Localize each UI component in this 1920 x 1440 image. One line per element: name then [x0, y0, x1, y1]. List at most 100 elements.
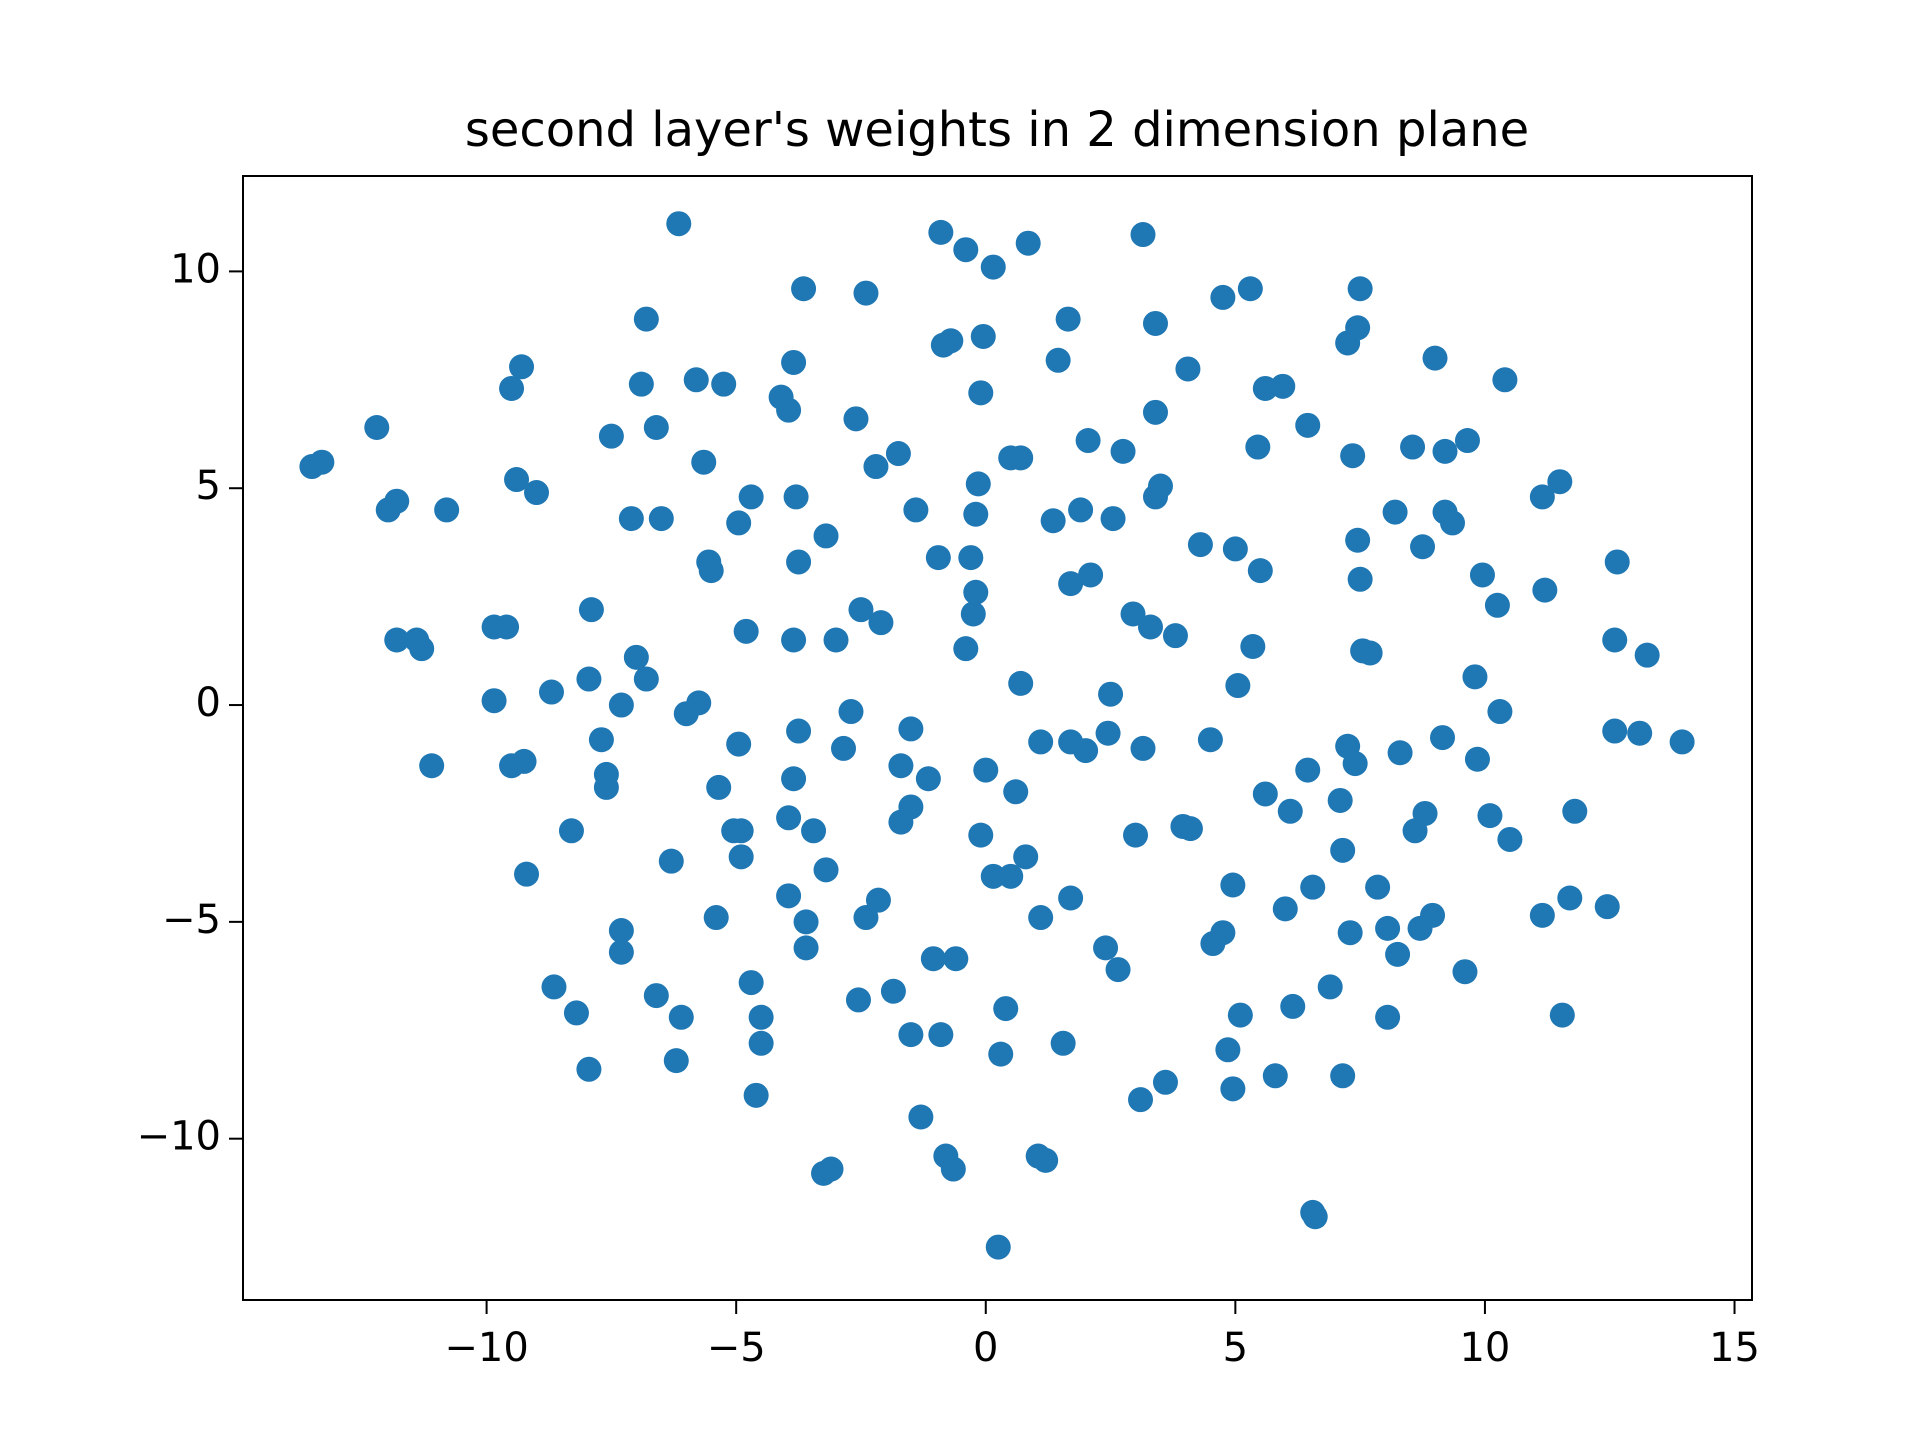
- scatter-point: [1130, 222, 1156, 248]
- scatter-point: [1452, 959, 1478, 985]
- scatter-point: [791, 276, 817, 302]
- scatter-point: [1045, 347, 1071, 373]
- scatter-point: [748, 1030, 774, 1056]
- scatter-point: [963, 579, 989, 605]
- scatter-point: [1594, 894, 1620, 920]
- scatter-point: [786, 718, 812, 744]
- scatter-point: [598, 423, 624, 449]
- scatter-point: [853, 905, 879, 931]
- scatter-point: [481, 688, 507, 714]
- scatter-point: [1015, 230, 1041, 256]
- scatter-point: [1033, 1147, 1059, 1173]
- scatter-point: [1093, 935, 1119, 961]
- scatter-point: [1487, 699, 1513, 725]
- scatter-point: [898, 716, 924, 742]
- scatter-point: [801, 818, 827, 844]
- scatter-point: [968, 822, 994, 848]
- scatter-point: [1484, 592, 1510, 618]
- scatter-point: [1187, 532, 1213, 558]
- scatter-point: [1227, 1002, 1253, 1028]
- scatter-point: [1280, 993, 1306, 1019]
- scatter-point: [985, 1234, 1011, 1260]
- scatter-point: [1469, 562, 1495, 588]
- scatter-point: [738, 484, 764, 510]
- scatter-point: [541, 974, 567, 1000]
- scatter-point: [993, 996, 1019, 1022]
- scatter-point: [1175, 356, 1201, 382]
- scatter-point: [1270, 373, 1296, 399]
- scatter-point: [1252, 781, 1278, 807]
- scatter-point: [1058, 885, 1084, 911]
- scatter-point: [998, 863, 1024, 889]
- scatter-point: [1040, 508, 1066, 534]
- scatter-point: [1152, 1069, 1178, 1095]
- scatter-point: [1237, 276, 1263, 302]
- scatter-point: [1669, 729, 1695, 755]
- scatter-point: [623, 644, 649, 670]
- scatter-point: [818, 1156, 844, 1182]
- scatter-point: [953, 636, 979, 662]
- scatter-point: [1330, 837, 1356, 863]
- scatter-point: [970, 323, 996, 349]
- x-tick-label: −5: [707, 1325, 766, 1371]
- scatter-point: [845, 987, 871, 1013]
- scatter-point: [938, 328, 964, 354]
- scatter-point: [1137, 614, 1163, 640]
- scatter-point: [504, 467, 530, 493]
- scatter-point: [1302, 1204, 1328, 1230]
- scatter-point: [1177, 816, 1203, 842]
- scatter-point: [1013, 844, 1039, 870]
- scatter-point: [691, 449, 717, 475]
- scatter-point: [1342, 751, 1368, 777]
- scatter-point: [1410, 534, 1436, 560]
- scatter-point: [1382, 499, 1408, 525]
- scatter-point: [578, 597, 604, 623]
- scatter-point: [1462, 664, 1488, 690]
- scatter-point: [928, 219, 954, 245]
- scatter-point: [1295, 412, 1321, 438]
- scatter-point: [1634, 642, 1660, 668]
- scatter-point: [1220, 1076, 1246, 1102]
- scatter-point: [743, 1082, 769, 1108]
- scatter-point: [868, 610, 894, 636]
- scatter-point: [728, 818, 754, 844]
- scatter-point: [698, 558, 724, 584]
- scatter-point: [633, 666, 659, 692]
- scatter-point: [928, 1022, 954, 1048]
- scatter-point: [1272, 896, 1298, 922]
- scatter-point: [628, 371, 654, 397]
- scatter-point: [898, 1022, 924, 1048]
- scatter-point: [434, 497, 460, 523]
- scatter-point: [1142, 310, 1168, 336]
- scatter-point: [1420, 902, 1446, 928]
- x-tick-label: 10: [1459, 1325, 1510, 1371]
- scatter-point: [863, 454, 889, 480]
- scatter-point: [511, 748, 537, 774]
- scatter-point: [1464, 746, 1490, 772]
- scatter-point: [776, 397, 802, 423]
- scatter-point: [898, 794, 924, 820]
- scatter-point: [1262, 1063, 1288, 1089]
- scatter-point: [1347, 276, 1373, 302]
- scatter-point: [865, 887, 891, 913]
- scatter-point: [658, 848, 684, 874]
- scatter-point: [988, 1041, 1014, 1067]
- scatter-point: [1400, 434, 1426, 460]
- scatter-point: [1604, 549, 1630, 575]
- scatter-point: [1387, 740, 1413, 766]
- scatter-point: [1357, 640, 1383, 666]
- scatter-point: [980, 863, 1006, 889]
- scatter-point: [1412, 800, 1438, 826]
- scatter-point: [593, 774, 619, 800]
- scatter-point: [1385, 941, 1411, 967]
- scatter-point: [1532, 577, 1558, 603]
- scatter-point: [608, 918, 634, 944]
- scatter-point: [783, 484, 809, 510]
- scatter-point: [786, 549, 812, 575]
- scatter-point: [1128, 1087, 1154, 1113]
- scatter-point: [1110, 438, 1136, 464]
- axes-frame: [242, 175, 1753, 1301]
- scatter-point: [1210, 920, 1236, 946]
- scatter-point: [1162, 623, 1188, 649]
